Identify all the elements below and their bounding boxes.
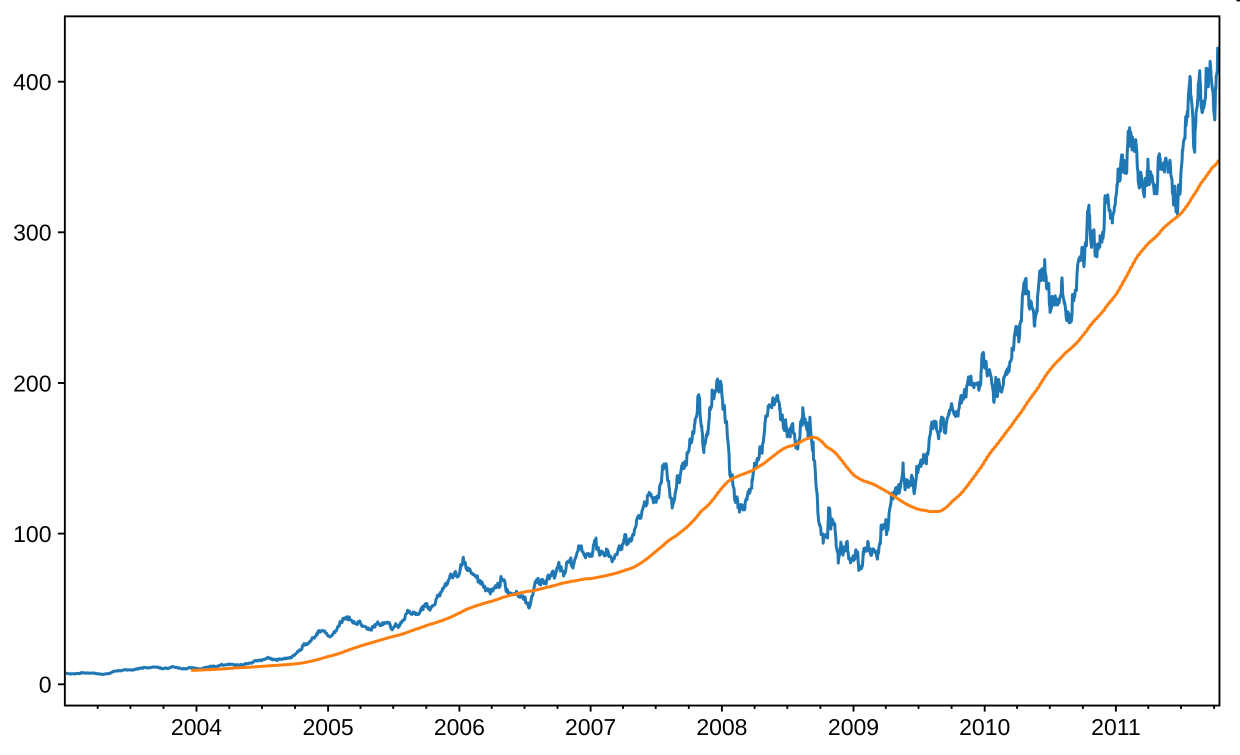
svg-text:0: 0 xyxy=(39,672,52,698)
svg-text:300: 300 xyxy=(13,220,51,246)
svg-text:200: 200 xyxy=(13,370,51,396)
svg-text:2007: 2007 xyxy=(565,714,616,740)
svg-text:400: 400 xyxy=(13,69,51,95)
svg-text:2004: 2004 xyxy=(171,714,222,740)
svg-text:2006: 2006 xyxy=(434,714,485,740)
svg-text:2010: 2010 xyxy=(959,714,1010,740)
svg-text:2008: 2008 xyxy=(696,714,747,740)
svg-text:100: 100 xyxy=(13,521,51,547)
svg-text:2005: 2005 xyxy=(303,714,354,740)
svg-text:2011: 2011 xyxy=(1091,714,1140,740)
svg-text:2009: 2009 xyxy=(828,714,879,740)
